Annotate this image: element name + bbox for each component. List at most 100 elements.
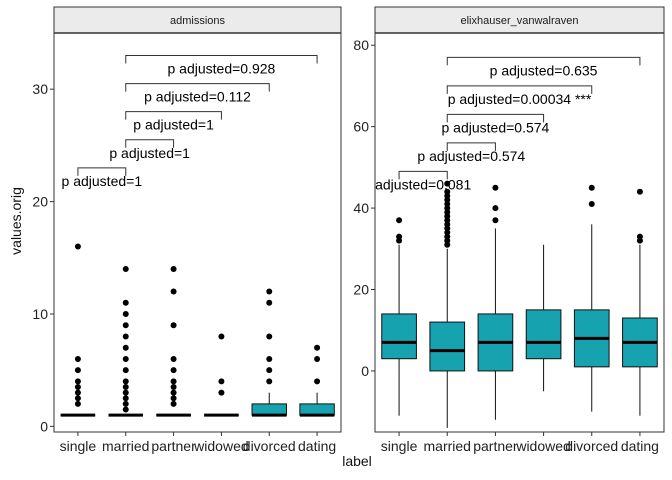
facet-1-strip [53,6,342,34]
box-outlier-point [314,344,321,351]
box-outlier-point [588,184,595,191]
facet-1-comparison-married-partner: p adjusted=1 [109,139,190,161]
box-outlier-point [74,384,81,391]
box-outlier-point [218,389,225,396]
comparison-bracket [446,85,593,94]
box-outlier-point [74,389,81,396]
facet-2-box-widowed [525,244,562,392]
box-outlier-point [122,389,129,396]
x-axis-title: label [342,453,372,469]
facet-1-panel: admissions 0 10 20 30 single married partnerwid… [32,6,342,454]
facet-1-box-single [60,243,96,417]
box-outlier-point [74,400,81,407]
comparison-label: p adjusted=1 [62,173,143,189]
box-outlier-point [74,355,81,362]
box-outlier-point [588,201,595,207]
comparison-bracket [125,139,175,148]
facet-2-x-tick-label: widowed [515,438,570,454]
comparison-label: p adjusted=0.574 [442,119,550,135]
comparison-label: p adjusted=1 [109,145,190,161]
facet-2-box-partner [477,184,514,420]
facet-1-box-partner [156,266,191,417]
comparison-label: adjusted=0.081 [375,176,471,192]
facet-1-comparison-married-dating: p adjusted=0.928 [125,54,318,76]
box-outlier-point [170,389,177,396]
box-body [429,321,466,372]
box-outlier-point [74,395,81,402]
box-outlier-point [444,180,451,187]
box-outlier-point [170,322,177,329]
box-outlier-point [444,188,451,195]
facet-2-comparison-single-married: adjusted=0.081 [375,170,471,192]
facet-2-box-single [381,217,417,416]
y-axis-title: values.orig [8,187,24,255]
facet-2-strip-label: elixhauser_vanwalraven [460,15,578,27]
box-outlier-point [122,378,129,385]
box-outlier-point [636,233,643,240]
box-outlier-point [122,384,129,391]
facet-2-x-tick-label: married [424,438,471,454]
box-outlier-point [170,395,177,402]
box-outlier-point [170,378,177,385]
box-outlier-point [122,333,129,340]
box-outlier-point [122,299,129,306]
facet-2-panel-border [374,32,665,433]
box-outlier-point [396,233,403,240]
box-outlier-point [266,333,273,340]
facet-1-y-tick-label: 30 [32,81,48,97]
facet-2-y-tick-label: 0 [361,363,369,379]
comparison-bracket [125,83,270,92]
box-body [299,403,335,416]
facet-2-y-tick-label: 60 [353,119,369,135]
facet-2-box-divorced [573,184,610,412]
box-outlier-point [396,217,403,224]
box-outlier-point [122,367,129,374]
comparison-label: p adjusted=0.574 [417,148,525,164]
facet-2-y-tick-label: 20 [353,282,369,298]
box-outlier-point [492,205,499,212]
facet-1-box-divorced [251,288,287,417]
facet-1-box-dating [299,344,335,417]
facet-2-comparison-married-widowed: p adjusted=0.574 [442,113,550,135]
facet-1-panel-border [53,32,342,433]
facet-2-y-tick-label: 40 [353,200,369,216]
box-outlier-point [170,355,177,362]
facet-1-box-widowed [204,333,239,417]
box-outlier-point [218,333,225,340]
box-outlier-point [492,184,499,191]
comparison-bracket [77,167,127,176]
box-outlier-point [492,217,499,224]
box-outlier-point [314,378,321,385]
facet-1-y-tick-label: 20 [32,194,48,210]
comparison-label: p adjusted=0.112 [144,89,251,105]
comparison-bracket [125,111,222,120]
box-outlier-point [122,310,129,317]
comparison-label: p adjusted=0.635 [490,62,598,78]
comparison-label: p adjusted=1 [133,117,214,133]
box-outlier-point [122,355,129,362]
box-outlier-point [170,288,177,295]
facet-1-y-tick-label: 10 [32,306,48,322]
comparison-bracket [398,170,448,180]
comparison-label: p adjusted=0.928 [168,60,276,76]
facet-1-strip-label: admissions [170,15,226,27]
box-body [525,309,562,360]
box-outlier-point [266,367,273,374]
facet-2-comparison-married-partner: p adjusted=0.574 [417,142,525,164]
box-outlier-point [170,367,177,374]
comparison-label: p adjusted=0.00034 *** [448,91,592,107]
box-outlier-point [170,384,177,391]
facet-2-y-tick-label: 80 [353,37,369,53]
facet-2-strip [374,6,665,34]
facet-2-comparison-married-dating: p adjusted=0.635 [446,56,641,78]
facet-2-x-tick-label: dating [621,438,659,454]
facet-2-comparison-married-divorced: p adjusted=0.00034 *** [446,85,593,107]
box-outlier-point [74,243,81,250]
facet-2-x-tick-label: partner [473,438,518,454]
comparison-bracket [125,54,318,64]
box-outlier-point [170,266,177,273]
facet-1-box-married [108,266,143,417]
facet-1-comparison-married-divorced: p adjusted=0.112 [125,83,270,105]
